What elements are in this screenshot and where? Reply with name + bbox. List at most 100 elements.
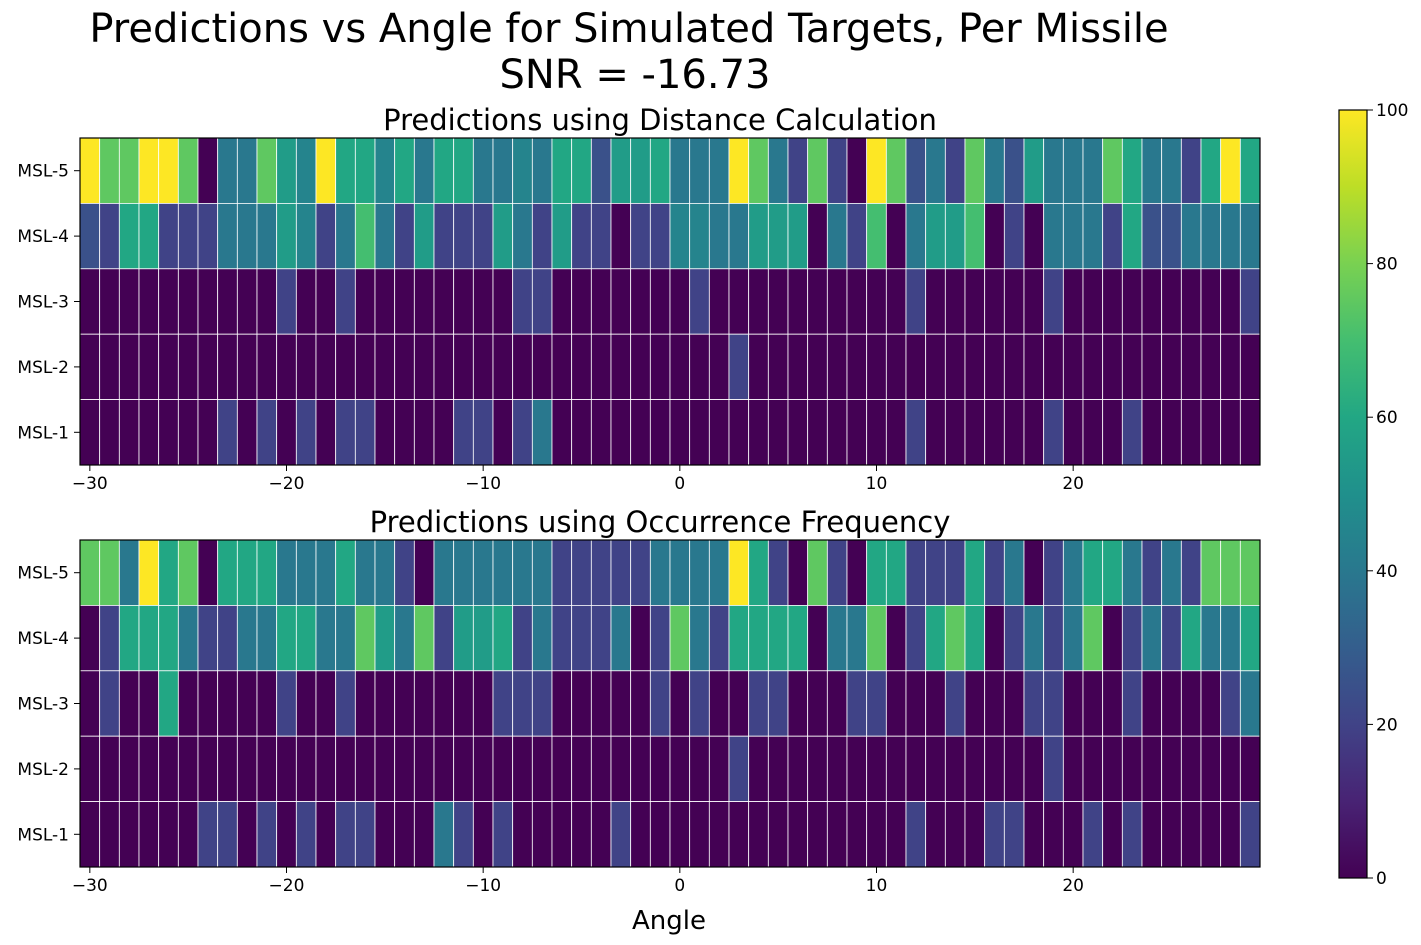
heatmap-cell xyxy=(295,333,317,401)
heatmap-cell xyxy=(79,333,101,401)
heatmap-cell xyxy=(118,605,140,672)
heatmap-cell xyxy=(728,268,750,335)
heatmap-cell xyxy=(492,399,514,466)
heatmap-cell xyxy=(964,670,986,737)
heatmap-cell xyxy=(1102,268,1123,335)
heatmap-cell xyxy=(610,137,632,204)
heatmap-cell xyxy=(394,801,415,868)
heatmap-cell xyxy=(512,605,533,672)
heatmap-cell xyxy=(531,605,553,672)
heatmap-cell xyxy=(984,605,1005,672)
heatmap-cell xyxy=(728,670,750,737)
heatmap-cell xyxy=(748,605,769,672)
heatmap-cell xyxy=(748,735,769,803)
heatmap-cell xyxy=(374,801,396,868)
heatmap-cell xyxy=(1062,268,1084,335)
heatmap-cell xyxy=(984,333,1005,401)
heatmap-cell xyxy=(1023,605,1045,672)
heatmap-cell xyxy=(1082,605,1104,672)
heatmap-cell xyxy=(1102,801,1123,868)
heatmap-cell xyxy=(1200,670,1222,737)
heatmap-cell xyxy=(394,268,415,335)
heatmap-cell xyxy=(590,137,612,204)
heatmap-cell xyxy=(610,333,632,401)
heatmap-cell xyxy=(354,399,376,466)
heatmap-cell xyxy=(925,539,946,606)
heatmap-cell xyxy=(453,399,474,466)
heatmap-cell xyxy=(138,801,160,868)
heatmap-cell xyxy=(1220,202,1241,270)
heatmap-cell xyxy=(1200,137,1222,204)
x-axis-label: Angle xyxy=(632,906,706,936)
heatmap-cell xyxy=(1003,605,1025,672)
heatmap-cell xyxy=(531,137,553,204)
heatmap-cell xyxy=(1200,735,1222,803)
heatmap-cell xyxy=(1023,399,1045,466)
heatmap-cell xyxy=(315,735,337,803)
heatmap-cell xyxy=(1102,670,1123,737)
heatmap-cell xyxy=(610,735,632,803)
heatmap-cell xyxy=(610,801,632,868)
heatmap-cell xyxy=(394,735,415,803)
heatmap-cell xyxy=(807,801,828,868)
heatmap-cell xyxy=(1102,202,1123,270)
heatmap-cell xyxy=(217,333,238,401)
heatmap-cell xyxy=(964,801,986,868)
heatmap-cell xyxy=(138,605,160,672)
heatmap-cell xyxy=(1161,735,1182,803)
heatmap-cell xyxy=(984,268,1005,335)
heatmap-cell xyxy=(492,670,514,737)
colorbar-tick-label: 80 xyxy=(1376,255,1398,275)
colorbar-tick-label: 0 xyxy=(1376,869,1387,889)
heatmap-cell xyxy=(197,539,219,606)
heatmap-cell xyxy=(1121,268,1143,335)
heatmap-cell xyxy=(492,202,514,270)
heatmap-cell xyxy=(944,399,966,466)
heatmap-cell xyxy=(571,735,592,803)
heatmap-cell xyxy=(571,333,592,401)
heatmap-cell xyxy=(1043,202,1064,270)
heatmap-cell xyxy=(767,202,789,270)
colorbar-gradient xyxy=(1338,109,1368,879)
heatmap-cell xyxy=(1043,399,1064,466)
heatmap-cell xyxy=(649,137,671,204)
heatmap-cell xyxy=(1121,137,1143,204)
heatmap-cell xyxy=(1082,268,1104,335)
heatmap-cell xyxy=(512,137,533,204)
heatmap-cell xyxy=(158,333,179,401)
heatmap-cell xyxy=(1043,735,1064,803)
x-tick-label: 20 xyxy=(1062,876,1084,896)
heatmap-cell xyxy=(79,801,101,868)
heatmap-cell xyxy=(905,333,927,401)
heatmap-cell xyxy=(1062,735,1084,803)
heatmap-cell xyxy=(787,670,809,737)
heatmap-cell xyxy=(158,137,179,204)
heatmap-cell xyxy=(413,539,435,606)
heatmap-cell xyxy=(472,137,494,204)
heatmap-cell xyxy=(79,268,101,335)
heatmap-cell xyxy=(571,137,592,204)
heatmap-cell xyxy=(846,333,868,401)
heatmap-cell xyxy=(177,268,199,335)
heatmap-cell xyxy=(1023,137,1045,204)
heatmap-cell xyxy=(984,399,1005,466)
heatmap-cell xyxy=(826,735,848,803)
heatmap-cell xyxy=(610,539,632,606)
heatmap-cell xyxy=(295,605,317,672)
heatmap-cell xyxy=(925,137,946,204)
heatmap-cell xyxy=(1121,670,1143,737)
heatmap-cell xyxy=(197,333,219,401)
heatmap-cell xyxy=(1200,202,1222,270)
heatmap-cell xyxy=(1200,333,1222,401)
heatmap-cell xyxy=(413,399,435,466)
heatmap-cell xyxy=(1220,605,1241,672)
heatmap-cell xyxy=(551,735,573,803)
heatmap-cell xyxy=(689,539,710,606)
heatmap-cell xyxy=(807,137,828,204)
heatmap-cell xyxy=(551,268,573,335)
heatmap-cell xyxy=(1062,605,1084,672)
heatmap-cell xyxy=(354,735,376,803)
x-tick-label: −20 xyxy=(269,474,305,494)
heatmap-cell xyxy=(1239,202,1261,270)
heatmap-cell xyxy=(374,202,396,270)
